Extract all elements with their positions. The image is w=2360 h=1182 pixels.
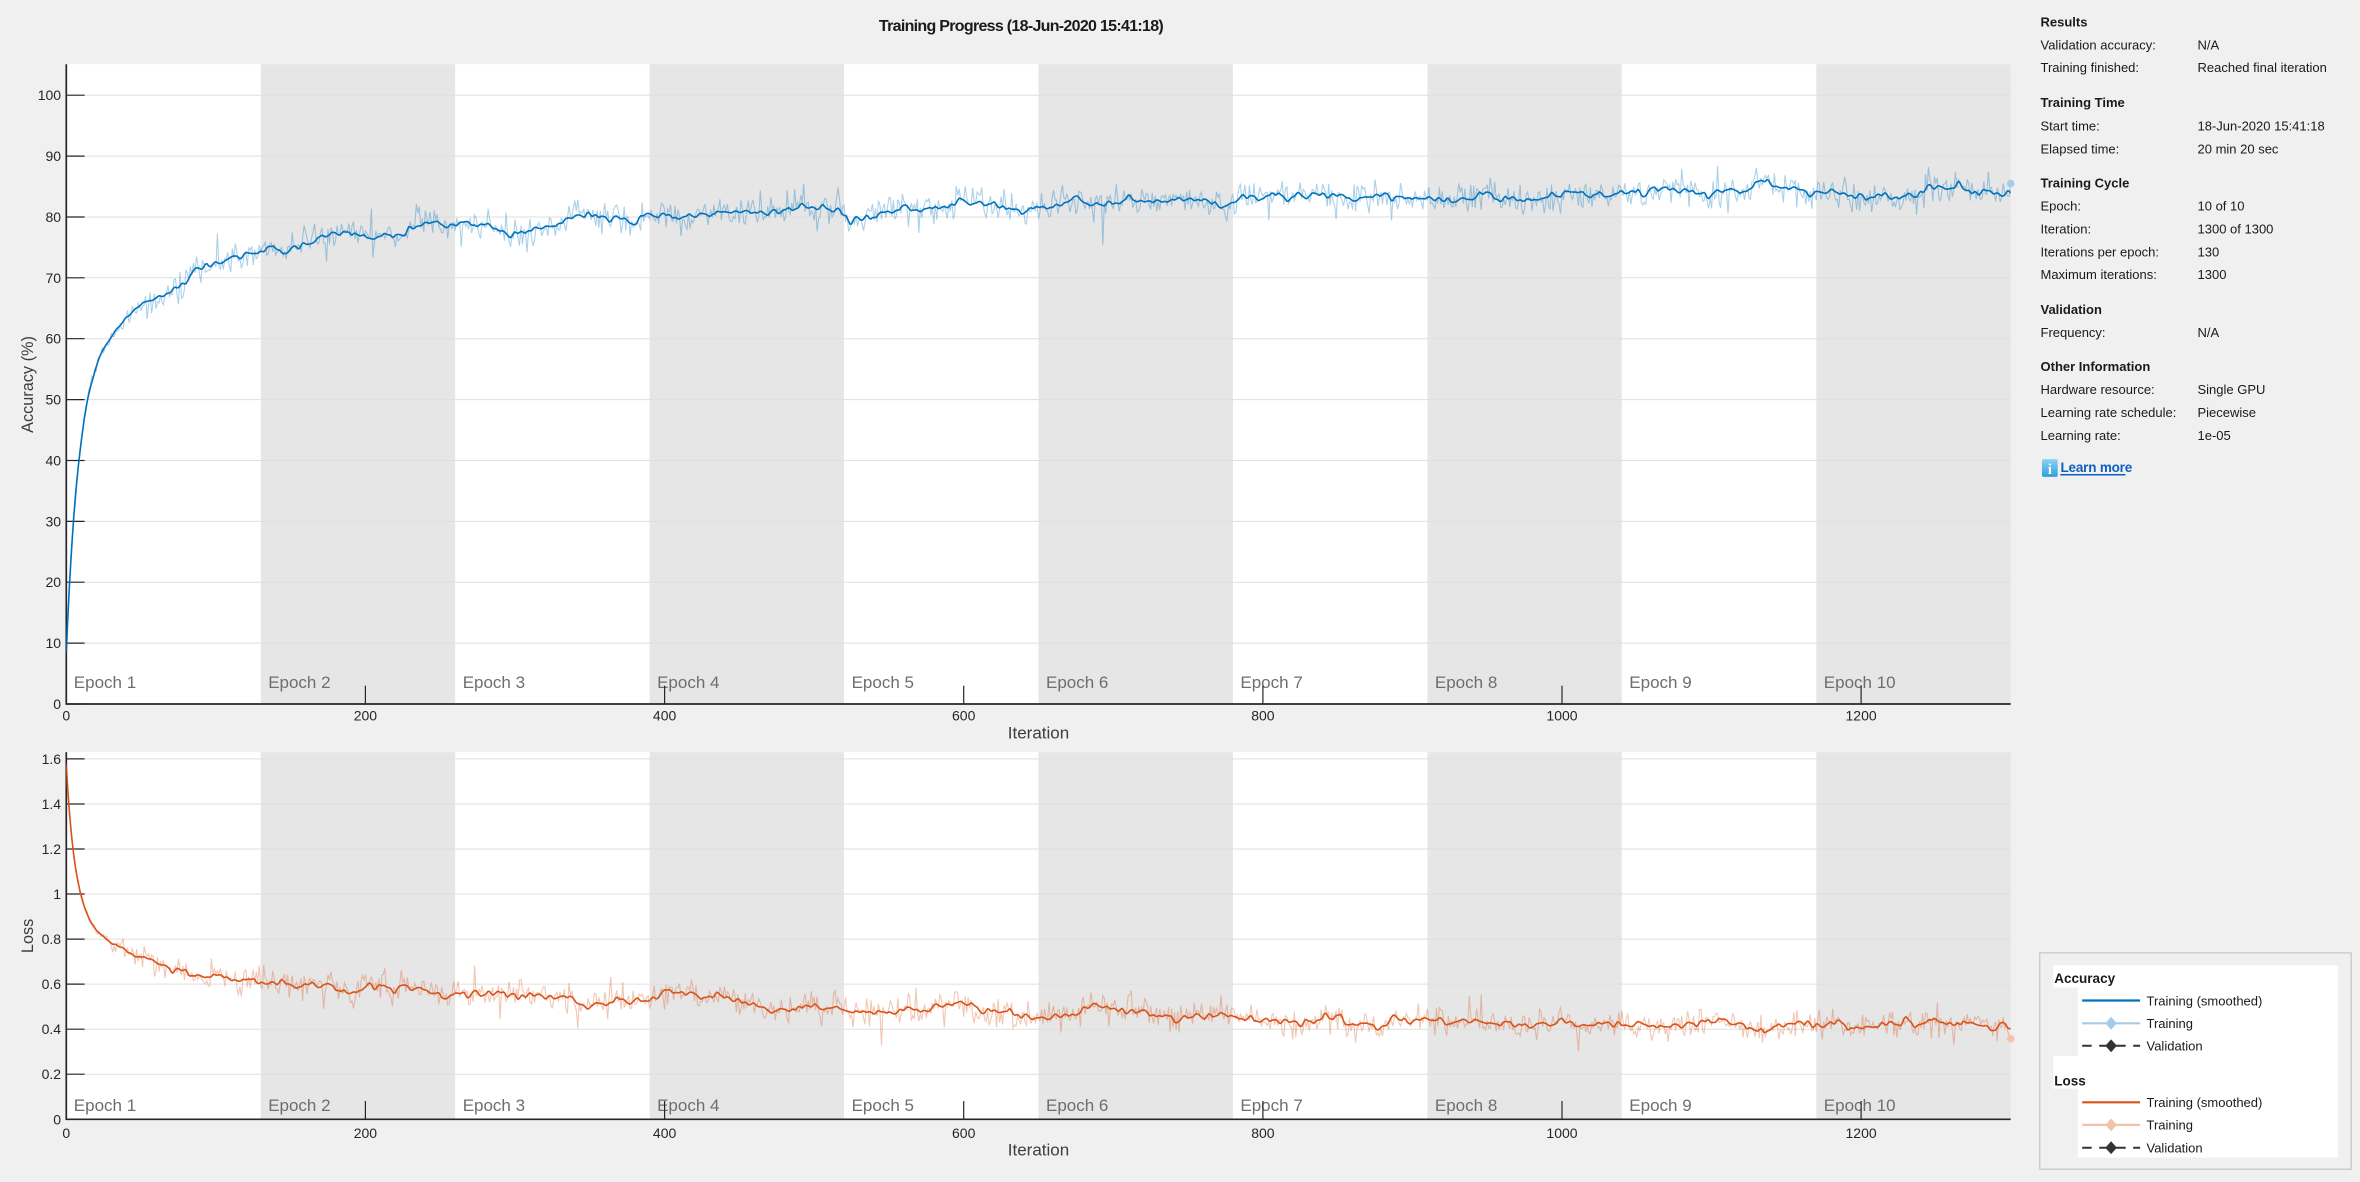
svg-text:Epoch 5: Epoch 5 <box>852 673 914 692</box>
svg-text:1: 1 <box>53 886 61 902</box>
svg-text:Reached final iteration: Reached final iteration <box>2198 60 2327 75</box>
svg-text:130: 130 <box>2198 244 2220 259</box>
svg-text:Epoch 8: Epoch 8 <box>1435 673 1497 692</box>
svg-text:Epoch 5: Epoch 5 <box>852 1096 914 1115</box>
svg-text:Hardware resource:: Hardware resource: <box>2041 382 2155 397</box>
svg-text:Other Information: Other Information <box>2041 359 2151 374</box>
svg-text:Validation: Validation <box>2147 1141 2203 1156</box>
svg-text:90: 90 <box>46 148 62 164</box>
svg-text:800: 800 <box>1251 708 1275 724</box>
svg-text:Accuracy: Accuracy <box>2054 971 2115 986</box>
svg-text:Epoch 1: Epoch 1 <box>74 673 136 692</box>
svg-text:Epoch 6: Epoch 6 <box>1046 673 1108 692</box>
svg-text:50: 50 <box>46 392 62 408</box>
svg-text:400: 400 <box>653 708 677 724</box>
svg-text:0.4: 0.4 <box>42 1021 62 1037</box>
svg-text:1e-05: 1e-05 <box>2198 428 2231 443</box>
svg-text:60: 60 <box>46 331 62 347</box>
svg-text:Iterations per epoch:: Iterations per epoch: <box>2041 244 2160 259</box>
svg-text:0.2: 0.2 <box>42 1066 62 1082</box>
svg-text:10: 10 <box>46 635 62 651</box>
svg-text:Epoch 4: Epoch 4 <box>657 1096 719 1115</box>
svg-text:Validation: Validation <box>2041 302 2102 317</box>
svg-text:Iteration: Iteration <box>1008 724 1069 743</box>
svg-text:0.8: 0.8 <box>42 931 62 947</box>
svg-text:Epoch 9: Epoch 9 <box>1629 673 1691 692</box>
svg-text:Training Time: Training Time <box>2041 95 2125 110</box>
svg-text:Accuracy (%): Accuracy (%) <box>19 336 37 433</box>
svg-text:Learning rate:: Learning rate: <box>2041 428 2121 443</box>
svg-text:40: 40 <box>46 453 62 469</box>
svg-text:Epoch 2: Epoch 2 <box>268 673 330 692</box>
svg-text:Epoch 7: Epoch 7 <box>1240 1096 1302 1115</box>
svg-text:20: 20 <box>46 574 62 590</box>
svg-text:18-Jun-2020 15:41:18: 18-Jun-2020 15:41:18 <box>2198 119 2325 134</box>
svg-text:Training (smoothed): Training (smoothed) <box>2147 993 2263 1008</box>
svg-text:Epoch 8: Epoch 8 <box>1435 1096 1497 1115</box>
svg-text:Maximum iterations:: Maximum iterations: <box>2041 267 2157 282</box>
svg-text:Iteration: Iteration <box>1008 1141 1069 1160</box>
svg-text:Iteration:: Iteration: <box>2041 221 2092 236</box>
svg-text:30: 30 <box>46 513 62 529</box>
svg-text:Epoch 3: Epoch 3 <box>463 1096 525 1115</box>
svg-text:Epoch 4: Epoch 4 <box>657 673 719 692</box>
svg-text:0.6: 0.6 <box>42 976 62 992</box>
svg-text:Epoch 3: Epoch 3 <box>463 673 525 692</box>
svg-text:800: 800 <box>1251 1125 1275 1141</box>
svg-text:0: 0 <box>62 708 70 724</box>
svg-text:20 min 20 sec: 20 min 20 sec <box>2198 142 2279 157</box>
svg-text:Training Progress (18-Jun-2020: Training Progress (18-Jun-2020 15:41:18) <box>879 18 1163 35</box>
svg-text:70: 70 <box>46 270 62 286</box>
svg-text:80: 80 <box>46 209 62 225</box>
svg-text:Elapsed time:: Elapsed time: <box>2041 142 2120 157</box>
svg-text:Training: Training <box>2147 1016 2193 1031</box>
svg-text:1200: 1200 <box>1846 1125 1877 1141</box>
svg-text:600: 600 <box>952 708 976 724</box>
svg-text:Epoch 2: Epoch 2 <box>268 1096 330 1115</box>
svg-text:1.6: 1.6 <box>42 751 62 767</box>
svg-text:N/A: N/A <box>2198 37 2220 52</box>
svg-text:200: 200 <box>354 708 378 724</box>
svg-text:Frequency:: Frequency: <box>2041 325 2106 340</box>
svg-text:Start time:: Start time: <box>2041 119 2100 134</box>
svg-text:Loss: Loss <box>2054 1073 2086 1088</box>
svg-text:Epoch:: Epoch: <box>2041 198 2081 213</box>
svg-text:Learn more: Learn more <box>2061 460 2133 475</box>
svg-text:Epoch 7: Epoch 7 <box>1240 673 1302 692</box>
svg-text:Validation accuracy:: Validation accuracy: <box>2041 37 2156 52</box>
svg-text:Learning rate schedule:: Learning rate schedule: <box>2041 405 2177 420</box>
svg-text:Piecewise: Piecewise <box>2198 405 2257 420</box>
svg-text:1000: 1000 <box>1546 708 1577 724</box>
svg-text:Epoch 1: Epoch 1 <box>74 1096 136 1115</box>
svg-text:1200: 1200 <box>1846 708 1877 724</box>
svg-text:Training Cycle: Training Cycle <box>2041 176 2130 191</box>
svg-text:600: 600 <box>952 1125 976 1141</box>
svg-text:0: 0 <box>53 1111 61 1127</box>
svg-text:Epoch 10: Epoch 10 <box>1824 1096 1896 1115</box>
svg-text:Training: Training <box>2147 1118 2193 1133</box>
svg-text:0: 0 <box>62 1125 70 1141</box>
svg-text:Single GPU: Single GPU <box>2198 382 2266 397</box>
svg-text:Validation: Validation <box>2147 1039 2203 1054</box>
svg-text:1.2: 1.2 <box>42 841 62 857</box>
svg-text:Results: Results <box>2041 15 2088 30</box>
svg-text:0: 0 <box>53 696 61 712</box>
svg-text:1000: 1000 <box>1546 1125 1577 1141</box>
svg-text:10 of 10: 10 of 10 <box>2198 198 2245 213</box>
svg-text:Epoch 9: Epoch 9 <box>1629 1096 1691 1115</box>
svg-text:1300: 1300 <box>2198 267 2227 282</box>
svg-text:Training finished:: Training finished: <box>2041 60 2140 75</box>
svg-text:1.4: 1.4 <box>42 796 62 812</box>
svg-text:400: 400 <box>653 1125 677 1141</box>
svg-text:N/A: N/A <box>2198 325 2220 340</box>
svg-text:Epoch 6: Epoch 6 <box>1046 1096 1108 1115</box>
svg-text:Loss: Loss <box>19 919 37 953</box>
svg-text:Training (smoothed): Training (smoothed) <box>2147 1095 2263 1110</box>
svg-text:1300 of 1300: 1300 of 1300 <box>2198 221 2274 236</box>
svg-text:200: 200 <box>354 1125 378 1141</box>
svg-text:100: 100 <box>38 87 62 103</box>
svg-text:i: i <box>2048 462 2052 478</box>
svg-text:Epoch 10: Epoch 10 <box>1824 673 1896 692</box>
